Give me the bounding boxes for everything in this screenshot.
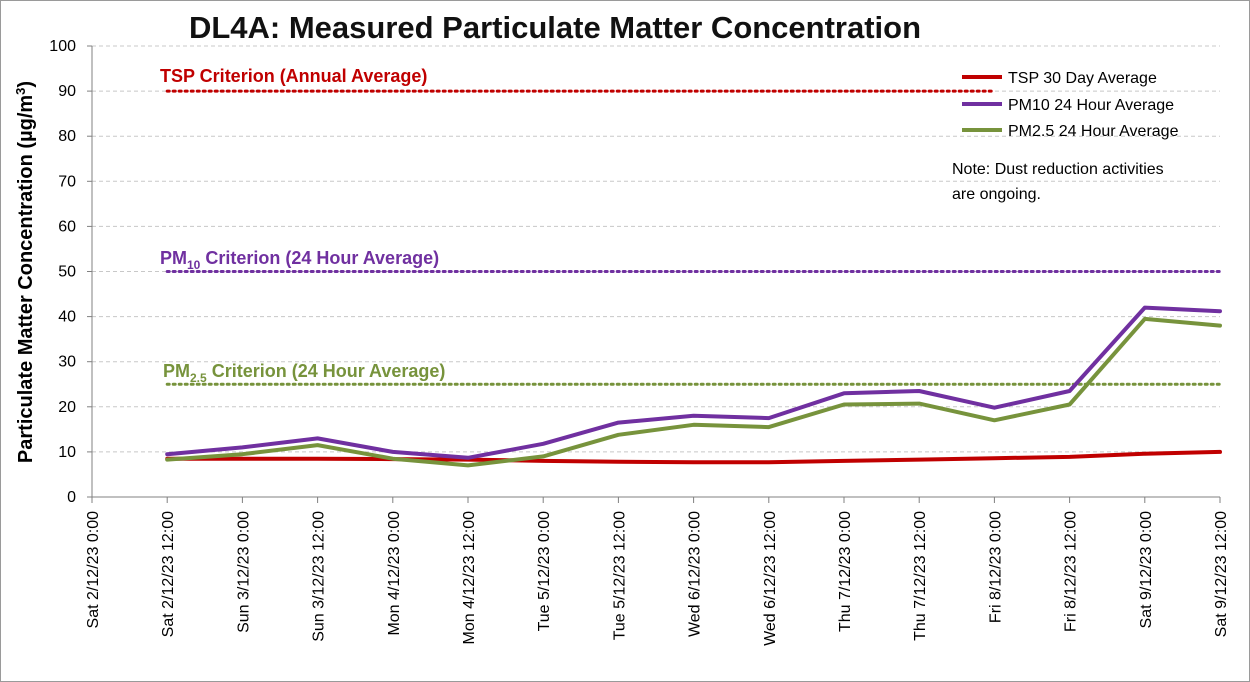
y-axis-label: Particulate Matter Concentration (µg/m3) <box>13 81 37 463</box>
y-tick-label-80: 80 <box>58 128 76 145</box>
chart-title: DL4A: Measured Particulate Matter Concen… <box>189 10 921 45</box>
x-tick-label-1: Sat 2/12/23 12:00 <box>160 511 177 637</box>
x-tick-label-8: Wed 6/12/23 0:00 <box>687 511 704 637</box>
x-tick-label-3: Sun 3/12/23 12:00 <box>311 511 328 642</box>
x-tick-label-9: Wed 6/12/23 12:00 <box>762 511 779 646</box>
legend-label-pm10: PM10 24 Hour Average <box>1008 97 1174 114</box>
criteria-lines <box>165 89 1222 386</box>
legend-label-tsp: TSP 30 Day Average <box>1008 70 1157 87</box>
y-tick-label-30: 30 <box>58 354 76 371</box>
y-tick-label-40: 40 <box>58 309 76 326</box>
y-tick-label-0: 0 <box>67 489 76 506</box>
series-lines <box>165 305 1222 468</box>
x-tick-label-14: Sat 9/12/23 0:00 <box>1138 511 1155 629</box>
x-tick-label-15: Sat 9/12/23 12:00 <box>1213 511 1230 637</box>
y-tick-label-20: 20 <box>58 399 76 416</box>
legend-label-pm25: PM2.5 24 Hour Average <box>1008 123 1179 140</box>
pm10-criterion-label: PM10 Criterion (24 Hour Average) <box>160 248 439 272</box>
note-line-2: are ongoing. <box>952 186 1041 203</box>
note-line-1: Note: Dust reduction activities <box>952 161 1164 178</box>
x-tick-label-11: Thu 7/12/23 12:00 <box>912 511 929 641</box>
x-tick-label-7: Tue 5/12/23 12:00 <box>611 511 628 640</box>
pm10-24-hour-line <box>165 305 1222 460</box>
y-tick-label-70: 70 <box>58 173 76 190</box>
tsp-30-day-line <box>165 449 1222 465</box>
x-tick-label-2: Sun 3/12/23 0:00 <box>235 511 252 633</box>
y-tick-label-100: 100 <box>49 38 76 55</box>
y-tick-label-50: 50 <box>58 264 76 281</box>
legend: TSP 30 Day Average PM10 24 Hour Average … <box>962 70 1179 140</box>
pm25-24-hour-line <box>165 316 1222 468</box>
x-tick-label-0: Sat 2/12/23 0:00 <box>85 511 102 629</box>
x-tick-label-10: Thu 7/12/23 0:00 <box>837 511 854 632</box>
x-tick-label-5: Mon 4/12/23 12:00 <box>461 511 478 645</box>
y-tick-label-90: 90 <box>58 83 76 100</box>
x-tick-label-13: Fri 8/12/23 12:00 <box>1063 511 1080 632</box>
y-tick-label-60: 60 <box>58 218 76 235</box>
pm25-criterion-label: PM2.5 Criterion (24 Hour Average) <box>163 361 445 385</box>
tsp-criterion-label: TSP Criterion (Annual Average) <box>160 66 427 86</box>
axes: 0 10 20 30 40 50 60 70 80 90 100 Sat 2/12/23 0:00 Sa… <box>49 38 1230 646</box>
x-tick-label-12: Fri 8/12/23 0:00 <box>987 511 1004 623</box>
x-tick-label-6: Tue 5/12/23 0:00 <box>536 511 553 631</box>
x-tick-label-4: Mon 4/12/23 0:00 <box>386 511 403 636</box>
y-tick-label-10: 10 <box>58 444 76 461</box>
